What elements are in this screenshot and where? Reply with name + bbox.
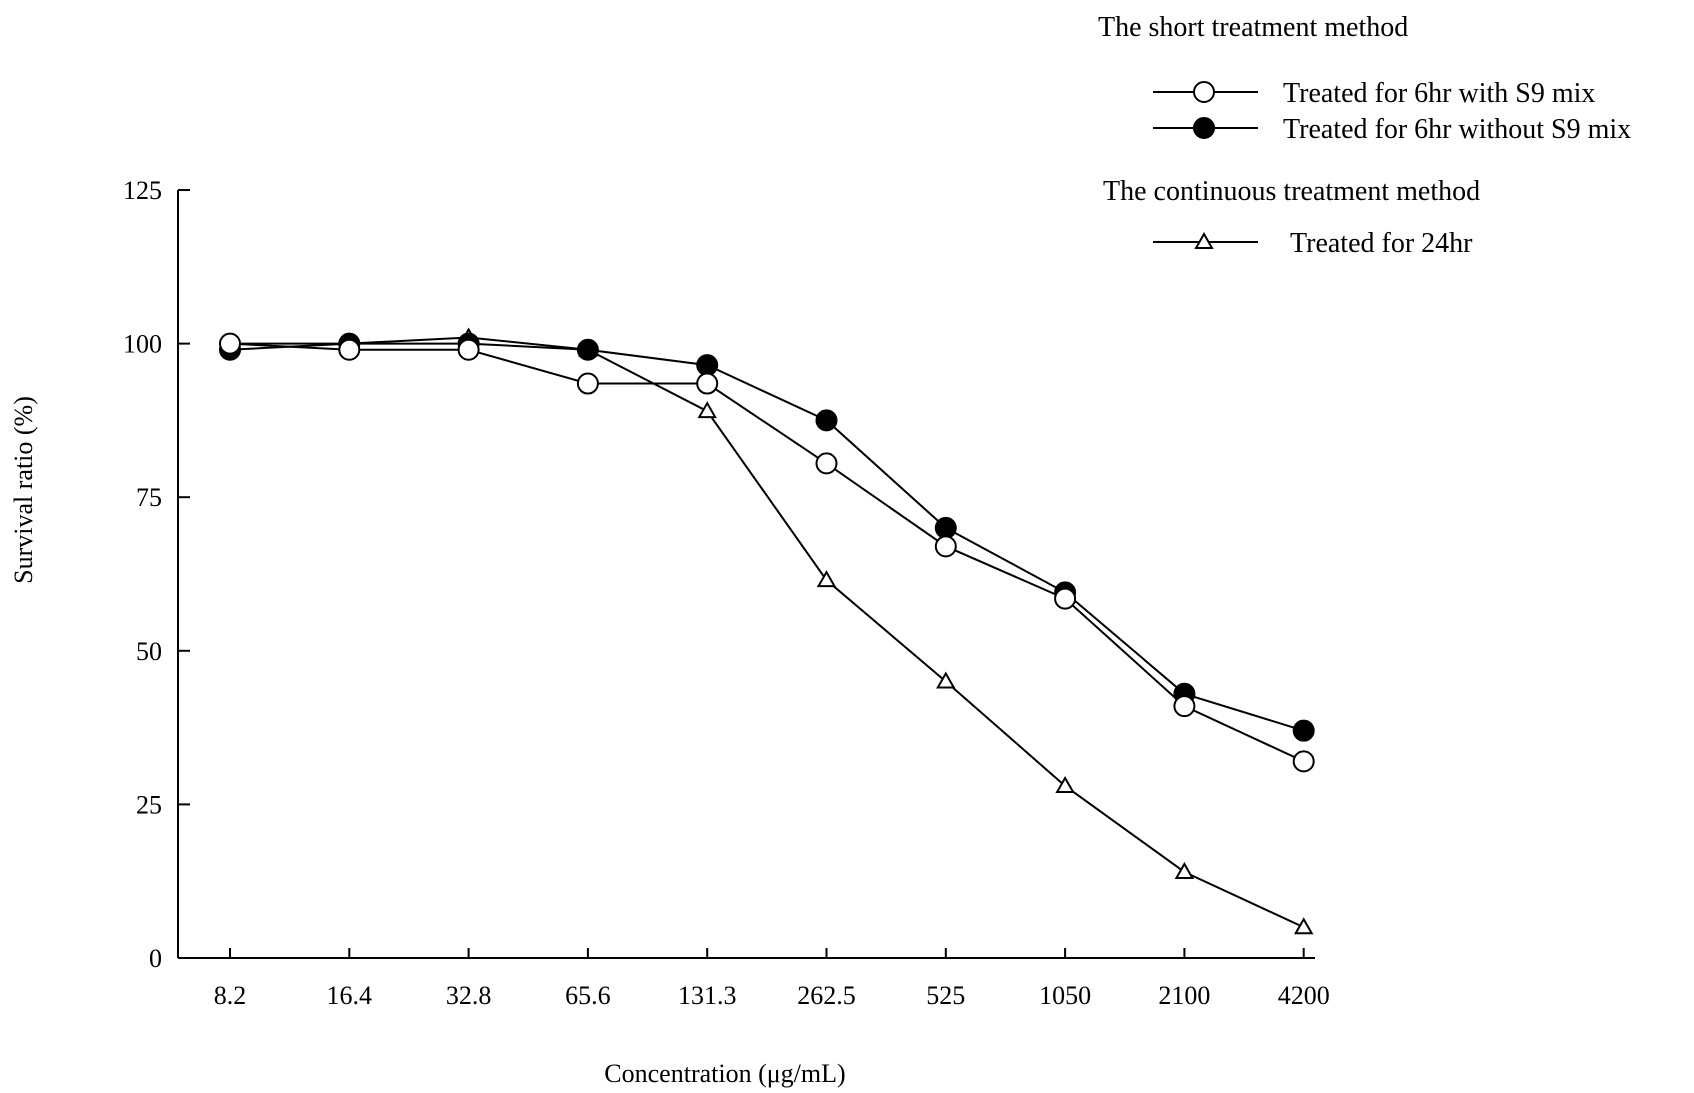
data-point-s1 — [576, 338, 599, 361]
data-point-s1 — [1292, 719, 1315, 742]
y-tick-label: 50 — [136, 637, 162, 666]
x-tick-label: 4200 — [1278, 981, 1330, 1010]
x-tick-label: 65.6 — [565, 981, 611, 1010]
x-tick-label: 131.3 — [678, 981, 737, 1010]
y-tick-label: 75 — [136, 483, 162, 512]
data-point-s0 — [934, 535, 957, 558]
data-point-s2 — [697, 401, 717, 419]
y-axis-label: Survival ratio (%) — [9, 396, 38, 584]
x-tick-label: 2100 — [1158, 981, 1210, 1010]
x-tick-label: 262.5 — [797, 981, 856, 1010]
data-point-s0 — [1054, 587, 1077, 610]
series-line-2 — [230, 336, 1305, 929]
data-point-s0 — [338, 338, 361, 361]
data-point-s0 — [219, 332, 241, 355]
legend-group-title: The short treatment method — [1098, 12, 1408, 43]
data-point-s2 — [1293, 917, 1314, 935]
data-point-s1 — [815, 409, 838, 432]
legend: The short treatment method Treated for 6h… — [1098, 12, 1631, 259]
data-point-s2 — [1174, 861, 1195, 879]
legend-label: Treated for 6hr without S9 mix — [1283, 114, 1631, 145]
data-point-s2 — [816, 570, 837, 588]
data-point-s1 — [934, 516, 957, 539]
x-tick-label: 32.8 — [446, 981, 492, 1010]
data-point-s0 — [576, 372, 599, 395]
x-tick-label: 525 — [926, 981, 965, 1010]
y-tick-label: 0 — [149, 944, 162, 973]
legend-marker — [1193, 117, 1215, 139]
data-point-s2 — [936, 671, 956, 689]
data-point-s0 — [1173, 695, 1196, 718]
legend-label: Treated for 6hr with S9 mix — [1283, 78, 1595, 109]
legend-label: Treated for 24hr — [1290, 228, 1473, 259]
y-tick-label: 125 — [123, 176, 162, 205]
axes: 0 25 50 75 100 125 8.2 16.4 32.8 65.6 131.3 262.5 52… — [123, 176, 1330, 1010]
legend-group-title: The continuous treatment method — [1103, 176, 1480, 207]
legend-marker — [1194, 231, 1214, 249]
data-point-s0 — [815, 452, 838, 475]
legend-marker — [1193, 81, 1215, 103]
series-line-0 — [229, 342, 1305, 763]
y-tick-label: 25 — [136, 790, 162, 819]
x-axis-label: Concentration (μg/mL) — [604, 1059, 845, 1088]
series-line-1 — [229, 342, 1304, 732]
data-point-s2 — [1055, 775, 1075, 793]
data-point-s0 — [457, 338, 480, 361]
x-tick-label: 8.2 — [214, 981, 247, 1010]
data-point-s0 — [1292, 750, 1315, 773]
series-layer — [219, 327, 1315, 935]
data-point-s0 — [696, 372, 719, 395]
data-point-s1 — [696, 354, 719, 377]
y-tick-label: 100 — [123, 330, 162, 359]
x-tick-label: 16.4 — [327, 981, 373, 1010]
x-tick-label: 1050 — [1039, 981, 1091, 1010]
